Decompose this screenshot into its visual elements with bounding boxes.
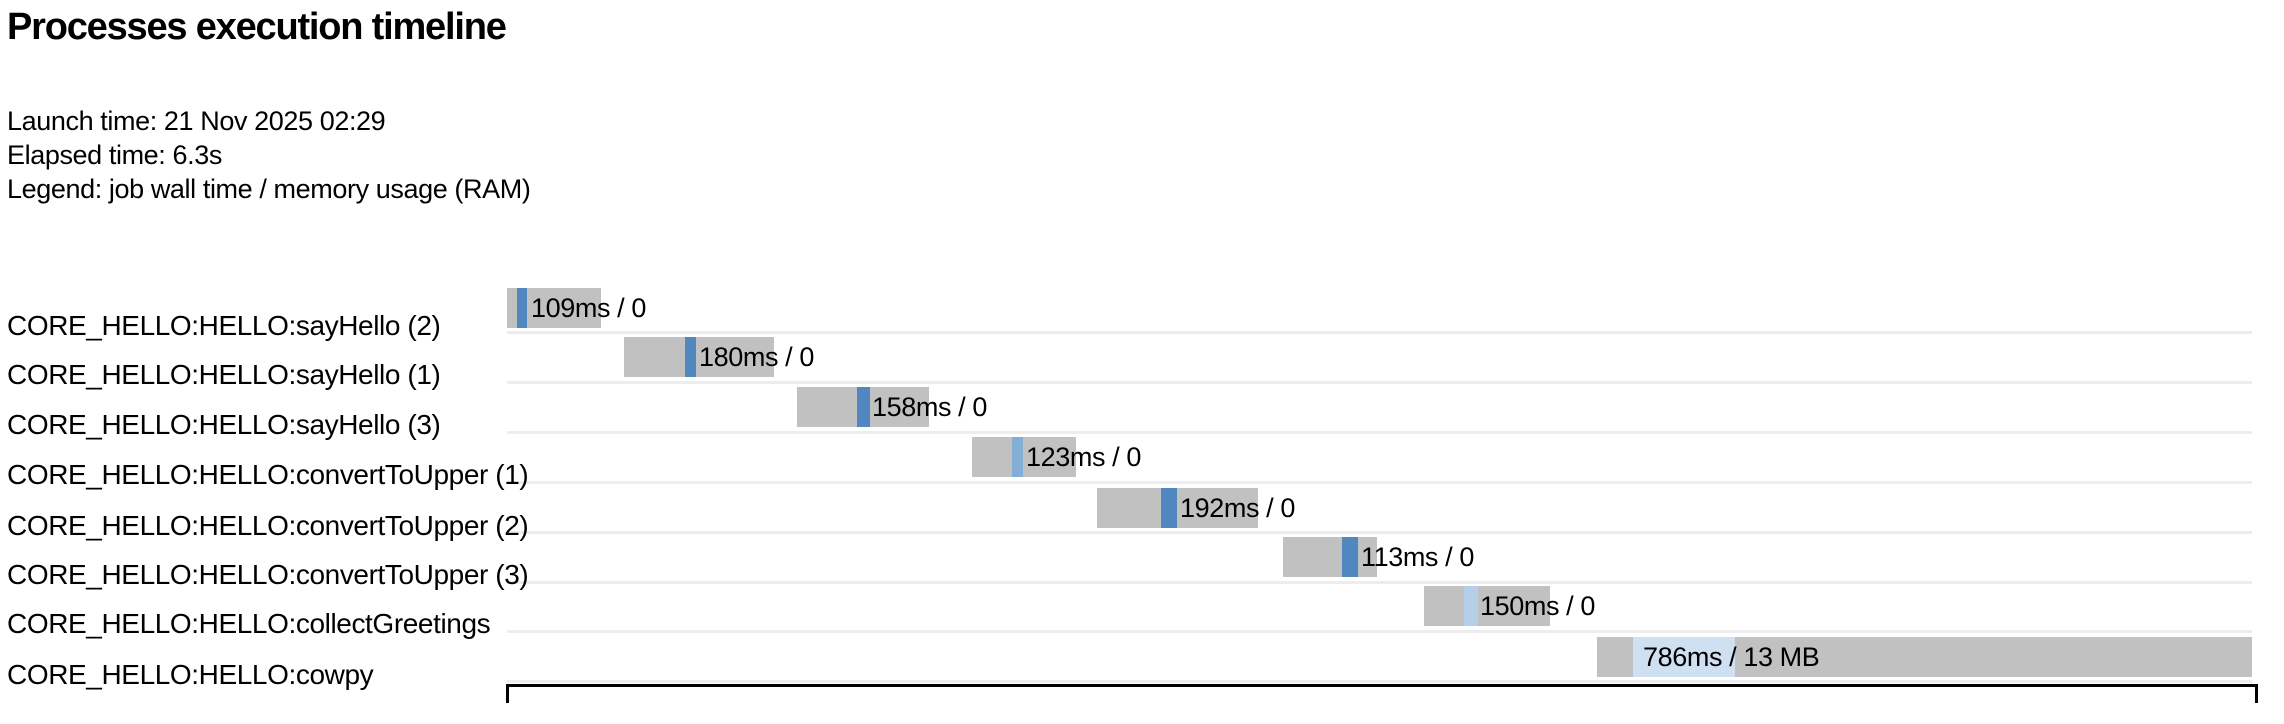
bar-value-label: 192ms / 0 [1180, 493, 1295, 523]
row-gridline [507, 381, 2252, 384]
elapsed-time-text: Elapsed time: 6.3s [7, 140, 222, 170]
bar-value-label: 786ms / 13 MB [1643, 642, 1820, 672]
process-label: CORE_HELLO:HELLO:convertToUpper (2) [7, 510, 529, 541]
row-gridline [507, 331, 2252, 334]
bar-value-label: 113ms / 0 [1361, 542, 1474, 572]
x-axis [506, 684, 2258, 703]
row-gridline [507, 581, 2252, 584]
timeline-bar [507, 288, 601, 328]
bar-run-segment [1633, 637, 1735, 677]
legend-text: Legend: job wall time / memory usage (RA… [7, 174, 531, 204]
process-label: CORE_HELLO:HELLO:collectGreetings [7, 608, 491, 639]
report-meta: Launch time: 21 Nov 2025 02:29 Elapsed t… [7, 104, 531, 206]
row-gridline [507, 481, 2252, 484]
process-label: CORE_HELLO:HELLO:convertToUpper (3) [7, 559, 529, 590]
timeline-bar [1597, 637, 2252, 677]
process-label: CORE_HELLO:HELLO:convertToUpper (1) [7, 459, 529, 490]
bar-value-label: 123ms / 0 [1026, 442, 1141, 472]
launch-time-text: Launch time: 21 Nov 2025 02:29 [7, 106, 386, 136]
timeline-bar [797, 387, 929, 427]
process-label: CORE_HELLO:HELLO:cowpy [7, 659, 374, 690]
bar-run-segment [1342, 537, 1358, 577]
bar-run-segment [517, 288, 527, 328]
bar-run-segment [1464, 586, 1478, 626]
timeline-bar [624, 337, 774, 377]
row-gridline [507, 680, 2252, 683]
process-label: CORE_HELLO:HELLO:sayHello (3) [7, 409, 441, 440]
row-gridline [507, 531, 2252, 534]
page-title: Processes execution timeline [7, 6, 507, 48]
row-gridline [507, 630, 2252, 633]
process-label: CORE_HELLO:HELLO:sayHello (1) [7, 359, 441, 390]
timeline-bar [1424, 586, 1550, 626]
bar-run-segment [1161, 488, 1177, 528]
timeline-bar [1097, 488, 1258, 528]
timeline-bar [972, 437, 1076, 477]
bar-run-segment [857, 387, 870, 427]
bar-value-label: 109ms / 0 [531, 293, 646, 323]
bar-value-label: 180ms / 0 [699, 342, 814, 372]
bar-run-segment [685, 337, 696, 377]
row-gridline [507, 431, 2252, 434]
bar-value-label: 150ms / 0 [1480, 591, 1595, 621]
timeline-bar [1283, 537, 1377, 577]
process-label: CORE_HELLO:HELLO:sayHello (2) [7, 310, 441, 341]
bar-value-label: 158ms / 0 [872, 392, 987, 422]
bar-run-segment [1012, 437, 1023, 477]
